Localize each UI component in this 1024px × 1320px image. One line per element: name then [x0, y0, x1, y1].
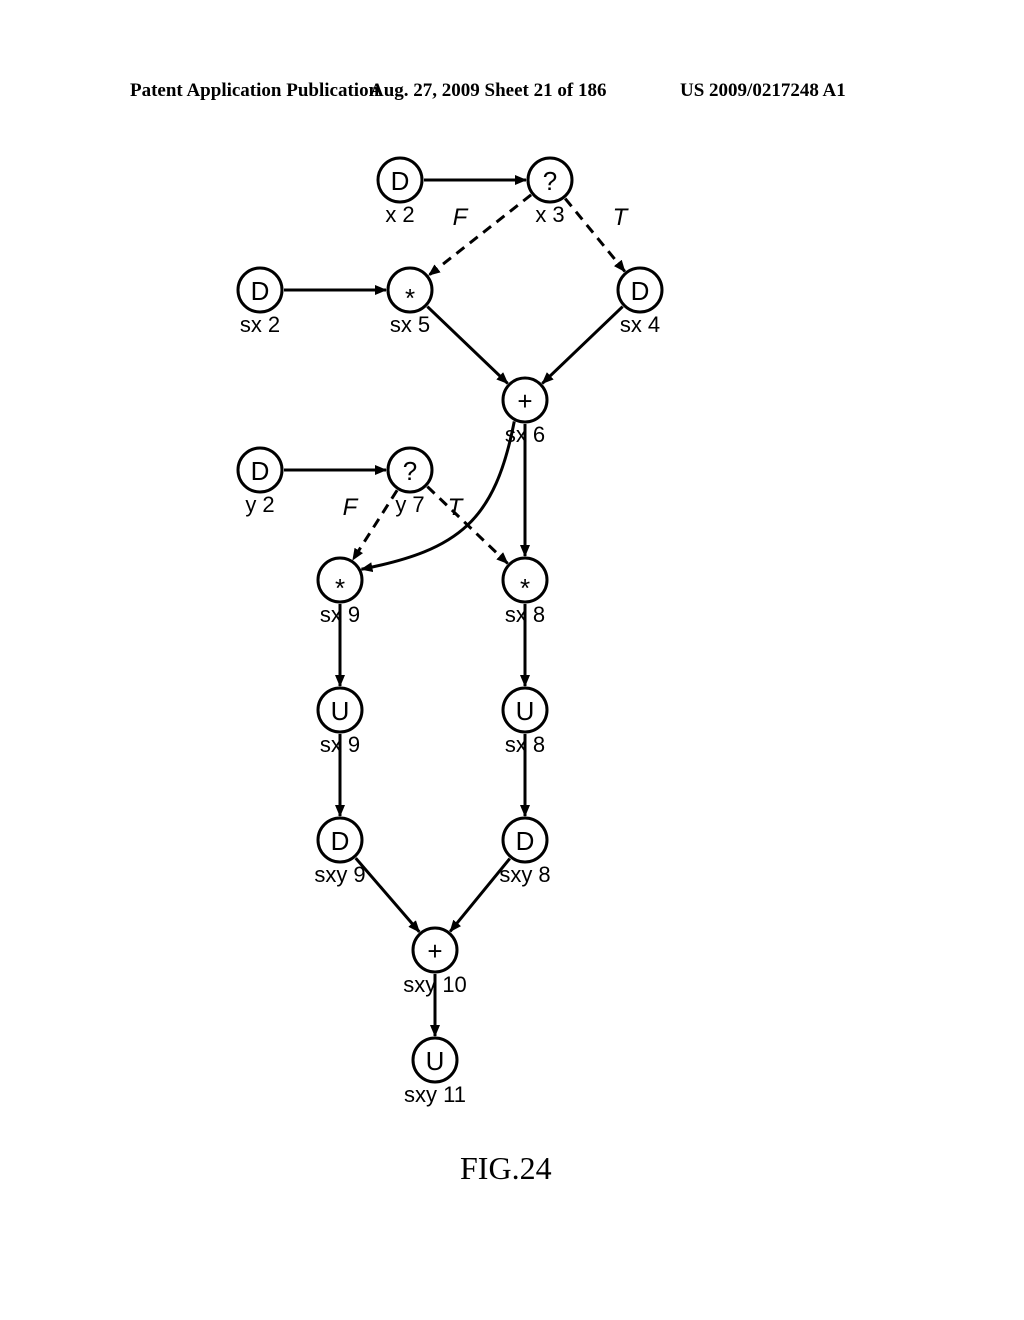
- node-symbol: U: [331, 696, 350, 726]
- header-right: US 2009/0217248 A1: [680, 80, 846, 102]
- node-label: sxy 9: [314, 862, 365, 887]
- node-usx9: Usx 9: [318, 688, 362, 757]
- node-sxy8: Dsxy 8: [499, 818, 550, 887]
- node-usx8: Usx 8: [503, 688, 547, 757]
- node-symbol: D: [516, 826, 535, 856]
- flow-diagram: FTFT Dx 2?x 3Dsx 2*sx 5Dsx 4+sx 6Dy 2?y …: [150, 140, 850, 1140]
- node-symbol: ?: [403, 456, 417, 486]
- edge-label: F: [343, 494, 359, 521]
- node-sx9: *sx 9: [318, 558, 362, 627]
- edge: [429, 195, 531, 275]
- edge: [353, 490, 397, 560]
- page-container: Patent Application Publication Aug. 27, …: [0, 0, 1024, 1320]
- node-sxy11: Usxy 11: [404, 1038, 466, 1107]
- node-symbol: +: [427, 936, 442, 966]
- node-symbol: D: [251, 276, 270, 306]
- edge: [542, 307, 622, 384]
- node-label: sxy 11: [404, 1082, 466, 1107]
- node-symbol: *: [520, 573, 530, 603]
- node-sx2: Dsx 2: [238, 268, 282, 337]
- node-symbol: U: [516, 696, 535, 726]
- node-label: sx 5: [390, 312, 430, 337]
- node-label: y 2: [245, 492, 274, 517]
- node-symbol: D: [251, 456, 270, 486]
- edge-label: F: [453, 204, 469, 231]
- node-label: sx 8: [505, 732, 545, 757]
- node-label: sxy 10: [403, 972, 467, 997]
- node-sx8: *sx 8: [503, 558, 547, 627]
- node-symbol: D: [631, 276, 650, 306]
- node-label: y 7: [395, 492, 424, 517]
- node-symbol: D: [331, 826, 350, 856]
- node-label: sx 8: [505, 602, 545, 627]
- node-label: sx 6: [505, 422, 545, 447]
- node-symbol: U: [426, 1046, 445, 1076]
- node-symbol: D: [391, 166, 410, 196]
- node-symbol: +: [517, 386, 532, 416]
- edge-label: T: [448, 494, 465, 521]
- nodes-layer: Dx 2?x 3Dsx 2*sx 5Dsx 4+sx 6Dy 2?y 7*sx …: [238, 158, 662, 1107]
- node-x2: Dx 2: [378, 158, 422, 227]
- figure-label: FIG.24: [460, 1150, 552, 1187]
- node-sxy10: + sxy 10: [403, 928, 467, 997]
- node-label: x 2: [385, 202, 414, 227]
- node-y7: ? y 7: [388, 448, 432, 517]
- node-sxy9: Dsxy 9: [314, 818, 365, 887]
- node-sx6: + sx 6: [503, 378, 547, 447]
- node-label: sxy 8: [499, 862, 550, 887]
- node-y2: Dy 2: [238, 448, 282, 517]
- edge-label: T: [613, 204, 630, 231]
- node-sx5: *sx 5: [388, 268, 432, 337]
- node-symbol: *: [405, 283, 415, 313]
- edge: [427, 307, 507, 384]
- node-label: sx 9: [320, 602, 360, 627]
- node-sx4: Dsx 4: [618, 268, 662, 337]
- header-center: Aug. 27, 2009 Sheet 21 of 186: [370, 80, 606, 102]
- node-label: sx 4: [620, 312, 660, 337]
- node-label: x 3: [535, 202, 564, 227]
- node-label: sx 2: [240, 312, 280, 337]
- header-left: Patent Application Publication: [130, 80, 379, 102]
- node-label: sx 9: [320, 732, 360, 757]
- node-symbol: ?: [543, 166, 557, 196]
- node-x3: ? x 3: [528, 158, 572, 227]
- node-symbol: *: [335, 573, 345, 603]
